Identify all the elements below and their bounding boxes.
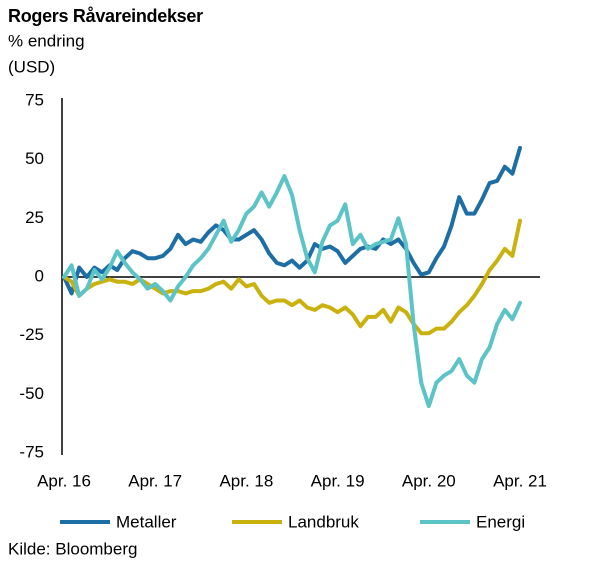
y-tick-label: 50 — [25, 149, 44, 168]
source: Kilde: Bloomberg — [8, 539, 137, 558]
chart-subtitle: % endring — [8, 31, 85, 50]
unit-label: (USD) — [8, 57, 55, 76]
y-tick-label: -75 — [19, 442, 44, 461]
series-line — [62, 174, 522, 409]
x-tick-label: Apr. 21 — [493, 471, 547, 490]
legend-label: Metaller — [116, 512, 177, 531]
y-tick-label: -25 — [19, 325, 44, 344]
x-tick-label: Apr. 17 — [128, 471, 182, 490]
x-tick-label: Apr. 16 — [37, 471, 91, 490]
y-tick-label: 75 — [25, 90, 44, 109]
series-line — [62, 145, 522, 296]
legend-label: Energi — [476, 512, 525, 531]
y-tick-label: 0 — [35, 266, 44, 285]
x-tick-label: Apr. 18 — [219, 471, 273, 490]
legend-label: Landbruk — [288, 512, 359, 531]
x-tick-label: Apr. 19 — [311, 471, 365, 490]
y-tick-label: 25 — [25, 208, 44, 227]
x-tick-label: Apr. 20 — [402, 471, 456, 490]
y-tick-label: -50 — [19, 384, 44, 403]
chart-title: Rogers Råvareindekser — [8, 6, 203, 26]
